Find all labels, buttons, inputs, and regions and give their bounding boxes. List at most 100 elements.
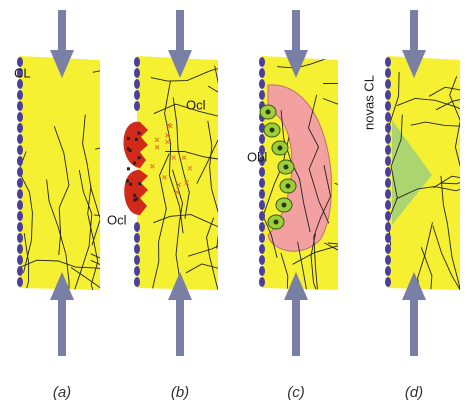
lining-cell	[17, 189, 23, 199]
nucleus	[133, 162, 136, 165]
lining-cell	[385, 178, 391, 188]
label-cl: CL	[14, 65, 31, 80]
lining-cell	[134, 266, 140, 276]
lining-cell	[259, 222, 265, 232]
bone-panel	[20, 56, 100, 290]
label-obl: Obl	[247, 149, 267, 164]
caption: (a)	[53, 384, 71, 401]
lining-cell	[259, 244, 265, 254]
lining-cell	[385, 79, 391, 89]
lining-cell	[385, 222, 391, 232]
lining-cell	[385, 123, 391, 133]
nucleus	[127, 167, 130, 170]
lining-cell	[134, 90, 140, 100]
lining-cell	[385, 68, 391, 78]
osteoblast-nucleus	[284, 165, 289, 170]
lining-cell	[259, 178, 265, 188]
label-ocl: Ocl	[107, 212, 127, 227]
lining-cell	[259, 255, 265, 265]
nucleus	[129, 149, 132, 152]
lining-cell	[259, 200, 265, 210]
lining-cell	[259, 189, 265, 199]
lining-cell	[134, 79, 140, 89]
lining-cell	[17, 200, 23, 210]
nucleus	[135, 138, 138, 141]
lining-cell	[17, 244, 23, 254]
osteoblast-nucleus	[286, 184, 291, 189]
lining-cell	[134, 68, 140, 78]
osteoblast-nucleus	[270, 128, 275, 133]
lining-cell	[259, 167, 265, 177]
lining-cell	[259, 277, 265, 287]
lining-cell	[17, 255, 23, 265]
osteoblast-nucleus	[274, 220, 279, 225]
lining-cell	[134, 101, 140, 111]
nucleus	[127, 137, 130, 140]
lining-cell	[385, 189, 391, 199]
lining-cell	[259, 68, 265, 78]
lining-cell	[17, 134, 23, 144]
load-arrows	[50, 10, 426, 356]
osteoclast	[124, 170, 148, 215]
lining-cell	[17, 123, 23, 133]
lining-cell	[385, 156, 391, 166]
lining-cell	[385, 145, 391, 155]
lining-cell	[17, 79, 23, 89]
lining-cell	[385, 277, 391, 287]
lining-cell	[17, 277, 23, 287]
lining-cell	[17, 101, 23, 111]
diagram: CL Ocl Ocl Obl novas CL (a) (b) (c) (d)	[0, 0, 467, 407]
lining-cell	[17, 90, 23, 100]
lining-cell	[385, 112, 391, 122]
lining-cell	[259, 57, 265, 67]
lining-cell	[17, 211, 23, 221]
nucleus	[138, 156, 141, 159]
nucleus	[129, 183, 132, 186]
nucleus	[137, 132, 140, 135]
lining-cell	[259, 90, 265, 100]
lining-cell	[134, 222, 140, 232]
lining-cell	[134, 244, 140, 254]
nucleus	[133, 199, 136, 202]
lining-cell	[17, 178, 23, 188]
label-novas-cl: novas CL	[361, 75, 376, 130]
lining-cell	[385, 57, 391, 67]
lining-cell	[17, 156, 23, 166]
lining-cell	[385, 134, 391, 144]
lining-cell	[17, 222, 23, 232]
caption: (b)	[171, 384, 189, 401]
lining-cell	[17, 266, 23, 276]
caption: (d)	[405, 384, 423, 401]
lining-cell	[134, 255, 140, 265]
lining-cell	[259, 134, 265, 144]
lining-cell	[385, 200, 391, 210]
caption: (c)	[287, 384, 305, 401]
lining-cell	[385, 233, 391, 243]
lining-cell	[259, 266, 265, 276]
nucleus	[138, 182, 141, 185]
label-ocl: Ocl	[186, 97, 206, 112]
lining-cell	[17, 145, 23, 155]
lining-cell	[134, 233, 140, 243]
osteoblast-nucleus	[278, 146, 283, 151]
lining-cell	[259, 233, 265, 243]
nucleus	[126, 180, 129, 183]
lining-cell	[385, 244, 391, 254]
lining-cell	[385, 211, 391, 221]
lining-cell	[385, 255, 391, 265]
lining-cell	[17, 167, 23, 177]
lining-cell	[385, 266, 391, 276]
lining-cell	[17, 233, 23, 243]
lining-cell	[134, 57, 140, 67]
lining-cell	[259, 211, 265, 221]
bone-panel	[137, 56, 218, 290]
lining-cell	[17, 112, 23, 122]
osteoblast-nucleus	[282, 203, 287, 208]
lining-cell	[134, 277, 140, 287]
osteoclast	[124, 122, 149, 168]
nucleus	[133, 194, 136, 197]
lining-cell	[385, 90, 391, 100]
lining-cell	[259, 79, 265, 89]
lining-cell	[385, 101, 391, 111]
osteoblast-nucleus	[266, 110, 271, 115]
